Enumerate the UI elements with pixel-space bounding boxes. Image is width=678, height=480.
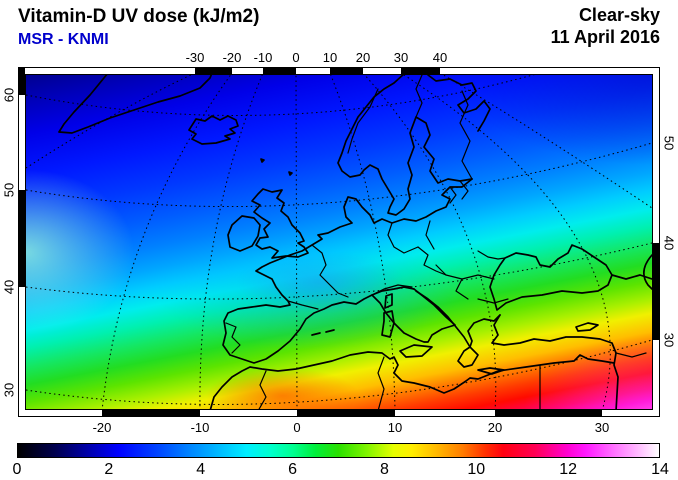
uv-dose-color-field <box>25 74 653 410</box>
graticule-grid <box>26 75 652 409</box>
north-africa-coast <box>209 351 615 409</box>
axis-tick-label-left: 30 <box>1 382 17 398</box>
frame-zebra-segment <box>330 68 363 74</box>
kola-white-sea-coast <box>427 75 491 132</box>
colorbar <box>17 443 660 458</box>
frame-zebra-segment <box>19 190 25 287</box>
axis-tick-label-bottom: 0 <box>293 420 301 435</box>
axis-tick-label-top: -10 <box>253 50 273 65</box>
colorbar-tick-label: 0 <box>12 461 22 478</box>
axis-tick-label-bottom: -10 <box>190 420 210 435</box>
page-title: Vitamin-D UV dose (kJ/m2) <box>18 6 260 27</box>
axis-tick-label-top: 30 <box>393 50 409 65</box>
caspian-coast <box>643 254 652 290</box>
map-panel <box>18 67 660 417</box>
data-source-label: MSR - KNMI <box>18 31 109 48</box>
caucasus-coast <box>611 274 652 280</box>
great-britain-coast <box>251 188 309 259</box>
axis-tick-label-left: 60 <box>1 87 17 103</box>
colorbar-tick-label: 4 <box>196 461 206 478</box>
axis-tick-label-top: -30 <box>185 50 205 65</box>
axis-tick-label-bottom: 10 <box>387 420 403 435</box>
frame-zebra-segment <box>195 68 232 74</box>
coastlines-borders-graticule-layer <box>26 75 652 409</box>
sardinia-coast <box>381 310 395 338</box>
axis-tick-label-top: 10 <box>322 50 338 65</box>
frame-zebra-segment <box>263 68 296 74</box>
colorbar-tick-label: 10 <box>467 461 486 478</box>
date-label: 11 April 2016 <box>550 27 660 47</box>
turkey-levant-coast <box>491 314 619 409</box>
aegean-coast <box>467 314 501 348</box>
axis-tick-label-left: 40 <box>1 279 17 295</box>
colorbar-tick-label: 12 <box>559 461 578 478</box>
colorbar-tick-label: 8 <box>379 461 389 478</box>
colorbar-tick-label: 2 <box>104 461 114 478</box>
black-sea-coast <box>489 244 613 311</box>
faroe-island <box>260 158 265 163</box>
axis-tick-label-bottom: 30 <box>594 420 610 435</box>
axis-tick-label-top: 0 <box>292 50 300 65</box>
scandinavia-baltic-coast <box>337 75 473 216</box>
frame-zebra-segment <box>401 68 440 74</box>
colorbar-tick-label: 14 <box>651 461 669 478</box>
axis-tick-label-right: 30 <box>661 332 677 348</box>
axis-tick-label-left: 50 <box>1 182 17 198</box>
axis-tick-label-top: 20 <box>355 50 371 65</box>
axis-tick-label-right: 50 <box>661 135 677 151</box>
frame-zebra-segment <box>495 410 602 416</box>
frame-zebra-segment <box>19 68 25 95</box>
axis-tick-label-bottom: 20 <box>487 420 503 435</box>
frame-zebra-segment <box>653 243 659 340</box>
sky-condition-label: Clear-sky <box>578 5 660 25</box>
country-borders <box>225 75 647 409</box>
shetland-island <box>288 171 293 176</box>
iceland-coast <box>188 115 239 145</box>
axis-tick-label-bottom: -20 <box>92 420 112 435</box>
frame-zebra-segment <box>102 410 200 416</box>
axis-tick-label-top: -20 <box>222 50 242 65</box>
greenland-coast <box>58 75 213 134</box>
balearic-islands <box>311 329 335 336</box>
coastlines <box>58 75 652 409</box>
frame-zebra-segment <box>297 410 395 416</box>
colorbar-tick-label: 6 <box>288 461 298 478</box>
sicily-coast <box>399 344 433 358</box>
corsica-coast <box>384 293 393 309</box>
continental-west-coast <box>222 178 473 364</box>
ireland-coast <box>227 215 261 252</box>
cyprus-coast <box>575 322 599 332</box>
axis-tick-label-top: 40 <box>432 50 448 65</box>
crete-coast <box>477 367 505 375</box>
axis-tick-label-right: 40 <box>661 235 677 251</box>
